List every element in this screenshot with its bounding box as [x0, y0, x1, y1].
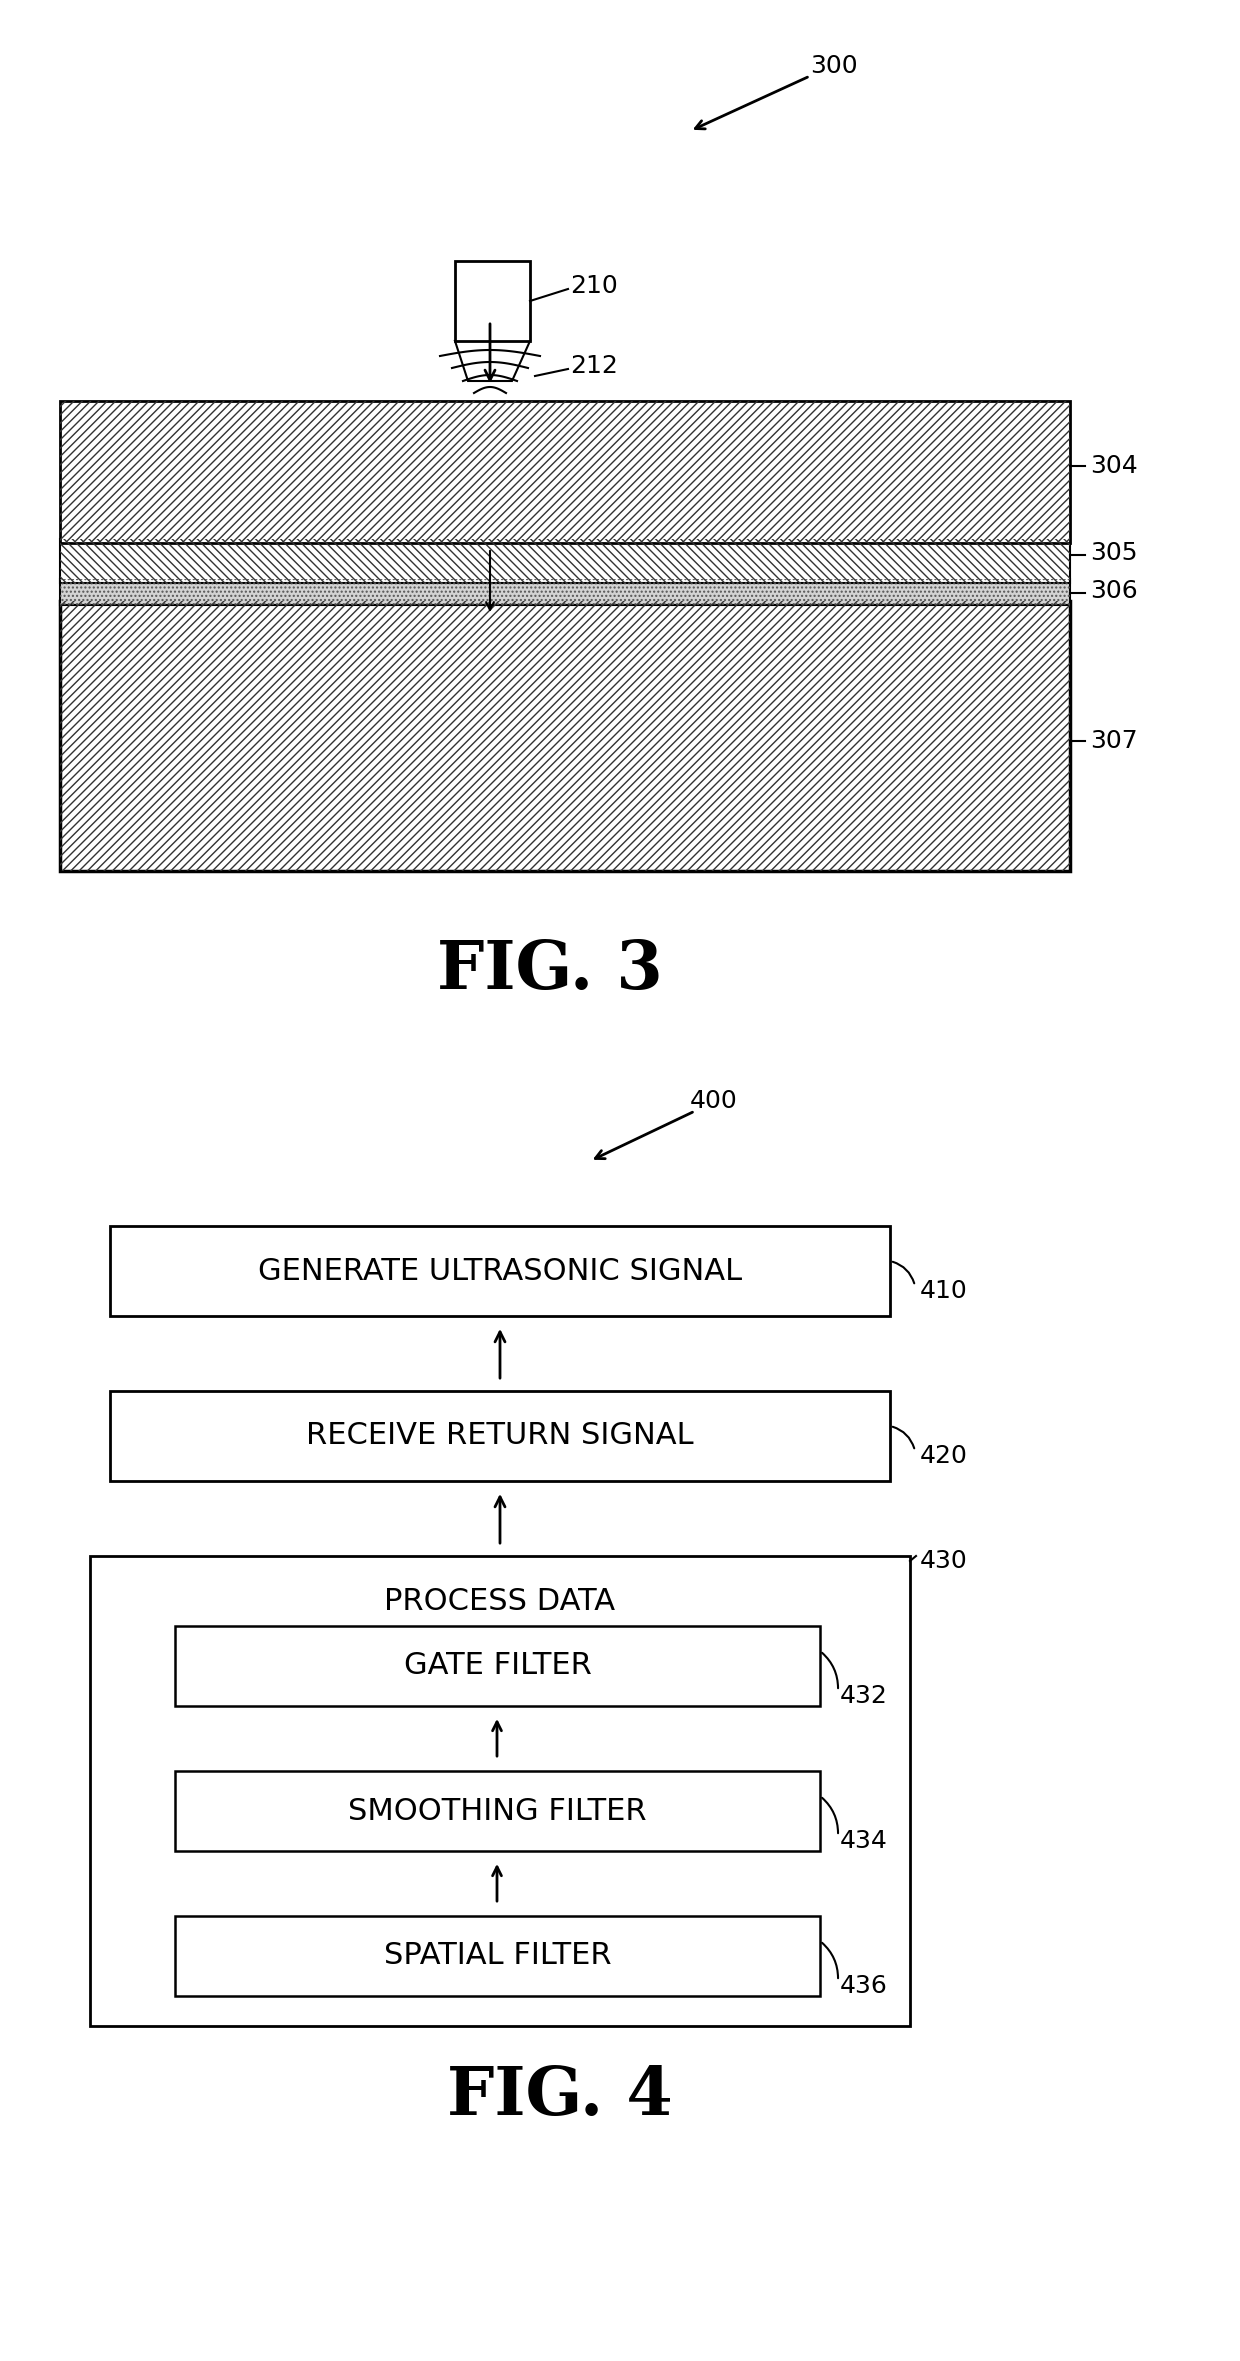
Bar	[60, 602, 1070, 871]
Bar	[60, 578, 1070, 604]
Text: GENERATE ULTRASONIC SIGNAL: GENERATE ULTRASONIC SIGNAL	[258, 1256, 742, 1284]
Text: 304: 304	[1090, 453, 1138, 477]
Text: 436: 436	[839, 1974, 888, 1997]
Bar	[175, 1627, 820, 1707]
Text: 432: 432	[839, 1683, 888, 1707]
Bar	[60, 401, 1070, 543]
Text: 306: 306	[1090, 578, 1138, 602]
Bar	[175, 1771, 820, 1851]
Text: 410: 410	[920, 1280, 967, 1303]
Bar	[60, 538, 1070, 583]
Text: FIG. 4: FIG. 4	[448, 2064, 673, 2130]
Bar	[91, 1556, 910, 2026]
Text: 210: 210	[570, 274, 618, 297]
Bar	[60, 602, 1070, 871]
Text: PROCESS DATA: PROCESS DATA	[384, 1587, 615, 1615]
Bar	[60, 578, 1070, 604]
Bar	[455, 262, 529, 340]
Text: FIG. 3: FIG. 3	[438, 940, 663, 1003]
Bar	[60, 401, 1070, 543]
Bar	[110, 1391, 890, 1480]
Text: 307: 307	[1090, 730, 1137, 753]
Text: 212: 212	[570, 354, 618, 378]
Text: SPATIAL FILTER: SPATIAL FILTER	[383, 1941, 611, 1971]
Text: SMOOTHING FILTER: SMOOTHING FILTER	[348, 1797, 647, 1825]
Text: 300: 300	[810, 54, 858, 78]
Text: 305: 305	[1090, 541, 1137, 564]
Bar	[175, 1917, 820, 1995]
Text: 430: 430	[920, 1549, 967, 1572]
Bar	[60, 538, 1070, 583]
Text: 420: 420	[920, 1445, 968, 1469]
Bar	[110, 1225, 890, 1315]
Text: RECEIVE RETURN SIGNAL: RECEIVE RETURN SIGNAL	[306, 1421, 694, 1450]
Text: 400: 400	[689, 1088, 738, 1112]
Text: GATE FILTER: GATE FILTER	[403, 1650, 591, 1681]
Polygon shape	[455, 340, 529, 380]
Text: 434: 434	[839, 1830, 888, 1853]
